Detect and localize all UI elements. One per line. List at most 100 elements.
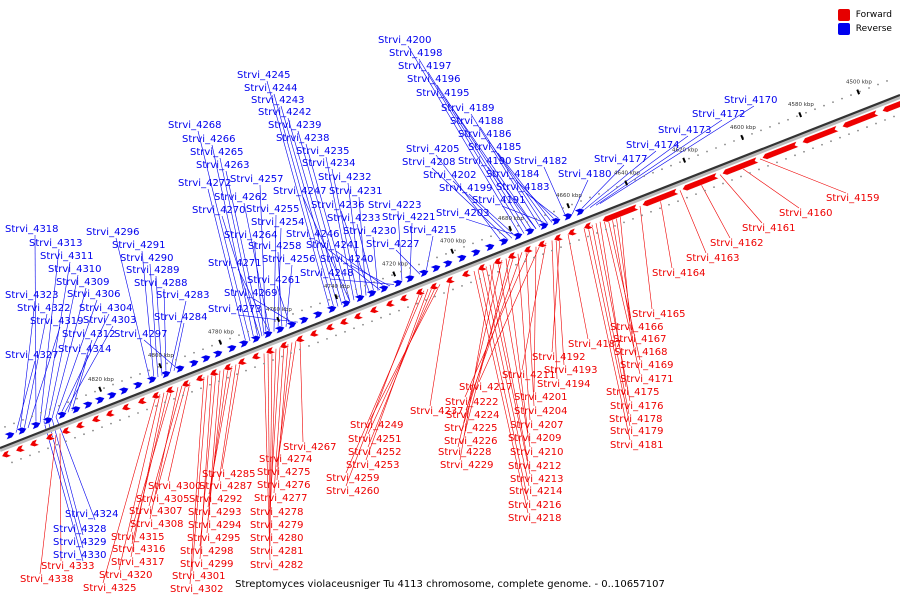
dot [796,115,798,118]
forward-gene-arrow [309,329,320,338]
dot [535,217,537,220]
gene-label: Strvi_4214 [509,486,563,497]
reverse-gene-arrow [523,227,535,237]
dot [751,133,753,135]
leader-line [221,362,241,470]
dot [769,125,771,128]
reverse-gene-arrow [211,350,223,359]
dot [850,94,852,96]
dot [227,376,229,379]
leader-line [603,220,641,375]
dot [166,362,168,365]
gene-label: Strvi_4302 [170,584,224,595]
dot [650,210,652,213]
gene-label: Strvi_4224 [446,410,500,421]
dot [157,365,159,368]
dot [292,313,294,315]
dot [488,274,490,277]
leader-line [501,205,549,225]
dot [418,263,420,266]
leader-line [263,353,271,561]
gene-label: Strvi_4253 [346,460,400,471]
dot [454,249,456,252]
reverse-gene-arrow [199,354,211,364]
dot [605,228,607,231]
gene-label: Strvi_4202 [423,170,477,181]
dot [31,415,33,418]
gene-label: Strvi_4283 [156,290,210,301]
reverse-gene-arrow [561,212,573,222]
leader-line [599,221,627,388]
dot [74,436,76,439]
gene-label: Strvi_4177 [594,154,648,165]
gene-label: Strvi_4185 [468,142,522,153]
gene-label: Strvi_4249 [350,420,404,431]
dot [211,344,213,347]
reverse-gene-arrow [353,294,365,303]
dot [416,302,418,305]
dot [209,383,211,386]
dot [587,235,589,238]
dot [436,256,438,259]
scale-tick [566,202,571,209]
gene-label: Strvi_4314 [58,344,112,355]
leader-line [130,392,165,558]
gene-label: Strvi_4229 [440,460,494,471]
reverse-gene-arrow [297,316,309,325]
scale-tick [392,271,397,277]
dot [139,373,141,375]
leader-line [189,376,205,585]
gene-label: Strvi_4240 [320,254,374,265]
leader-line [345,292,421,487]
scale-tick-label: 4760 kbp [266,307,292,313]
leader-line [331,168,359,299]
scale-tick-label: 4820 kbp [88,377,114,383]
dot [173,397,175,400]
leader-line [470,113,541,228]
dot [56,443,58,446]
leader-line [47,420,84,549]
dot [202,348,204,351]
reverse-gene-arrow [391,279,403,288]
leader-line [39,248,60,424]
dot [119,419,121,421]
dot [641,214,643,217]
gene-label: Strvi_4187 [568,339,622,350]
gene-label: Strvi_4320 [99,570,153,581]
leader-line [699,182,731,239]
dot [740,175,742,178]
forward-gene-arrow [121,402,132,411]
leader-line [639,205,653,310]
gene-label: Strvi_4301 [172,571,226,582]
leader-line [599,105,755,204]
gene-label: Strvi_4277 [254,493,308,504]
scale-tick-label: 4780 kbp [208,330,234,336]
dot [668,203,670,206]
leader-line [659,198,673,269]
gene-label: Strvi_4194 [537,379,591,390]
dot [479,277,481,280]
gene-label: Strvi_4244 [244,83,298,94]
leader-line [211,144,255,340]
leader-line [587,226,631,427]
dot [812,147,814,150]
dot [283,316,285,319]
reverse-gene-arrow [417,269,429,278]
gene-label: Strvi_4218 [508,513,562,524]
gene-label: Strvi_4322 [17,303,71,314]
dot [67,401,69,404]
dot [785,157,787,160]
leader-line [477,269,529,501]
dot [787,118,789,121]
leader-line [571,179,589,215]
dot [22,418,24,421]
dot [832,101,834,104]
leader-line [287,117,343,305]
gene-label: Strvi_4162 [710,238,764,249]
dot [382,277,384,280]
leader-line [259,184,267,335]
gene-label: Strvi_4188 [450,116,504,127]
reverse-gene-arrow [311,310,323,320]
leader-line [218,364,237,482]
